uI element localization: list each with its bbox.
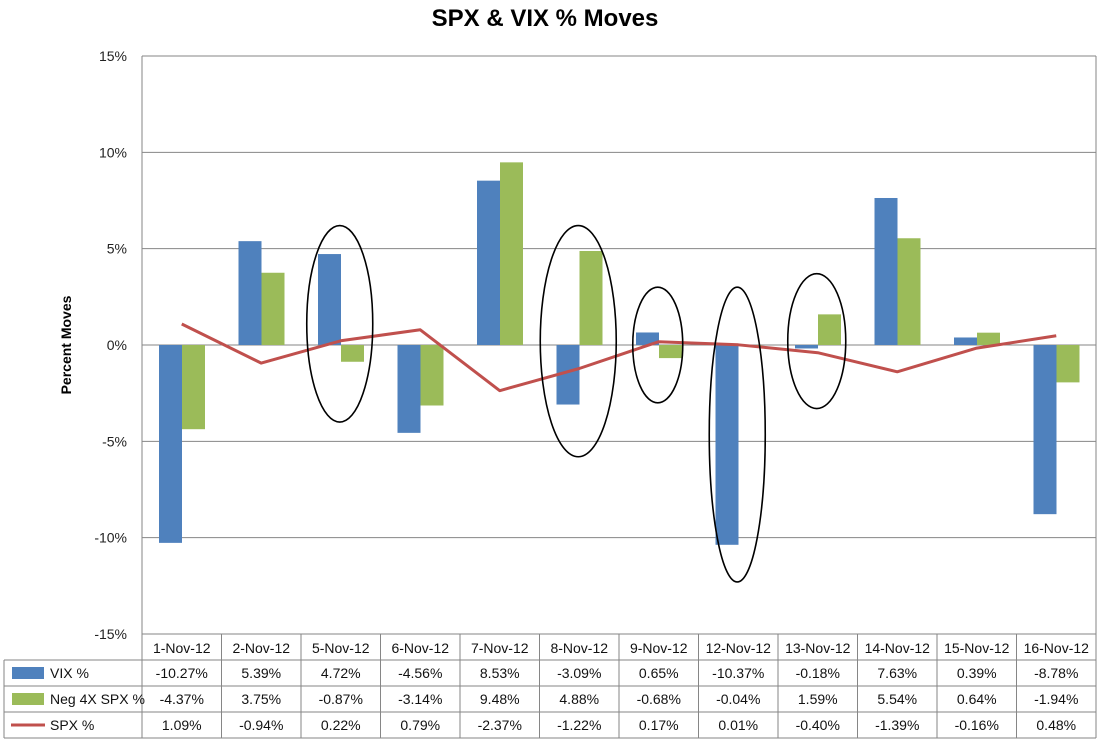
gridlines bbox=[141, 55, 1097, 635]
data-label: 5.39% bbox=[241, 665, 281, 681]
bar-vix- bbox=[159, 345, 182, 543]
data-table: 1-Nov-12 2-Nov-12 5-Nov-12 6-Nov-12 7-Nov-12… bbox=[3, 633, 1097, 739]
bar-neg-4x-spx- bbox=[500, 162, 523, 345]
data-label: 0.48% bbox=[1036, 717, 1076, 733]
y-axis-title: Percent Moves bbox=[58, 295, 74, 394]
data-label: -3.14% bbox=[398, 691, 442, 707]
x-tick-label: 9-Nov-12 bbox=[630, 640, 688, 656]
bar-vix- bbox=[556, 345, 580, 405]
data-label: -0.04% bbox=[716, 691, 760, 707]
x-tick-label: 8-Nov-12 bbox=[550, 640, 608, 656]
bar-neg-4x-spx- bbox=[897, 238, 921, 345]
x-tick-label: 1-Nov-12 bbox=[153, 640, 211, 656]
data-label: -0.16% bbox=[955, 717, 999, 733]
data-label: 0.64% bbox=[957, 691, 997, 707]
x-tick-label: 6-Nov-12 bbox=[391, 640, 449, 656]
bar-neg-4x-spx- bbox=[420, 345, 444, 406]
bar-vix- bbox=[636, 332, 659, 345]
x-tick-label: 15-Nov-12 bbox=[944, 640, 1010, 656]
y-tick-label: 0% bbox=[107, 337, 127, 353]
bar-neg-4x-spx- bbox=[659, 345, 682, 359]
data-label: -10.27% bbox=[156, 665, 208, 681]
x-tick-label: 14-Nov-12 bbox=[865, 640, 931, 656]
x-tick-label: 5-Nov-12 bbox=[312, 640, 370, 656]
data-label: 4.72% bbox=[321, 665, 361, 681]
bar-vix- bbox=[238, 241, 262, 345]
data-label: -0.94% bbox=[239, 717, 283, 733]
bar-vix- bbox=[1033, 345, 1057, 515]
legend-key bbox=[12, 693, 44, 705]
x-tick-label: 16-Nov-12 bbox=[1024, 640, 1090, 656]
highlight-ellipse bbox=[708, 286, 767, 583]
y-tick-label: -10% bbox=[94, 530, 127, 546]
data-label: -1.22% bbox=[557, 717, 601, 733]
data-label: -8.78% bbox=[1034, 665, 1078, 681]
data-label: 4.88% bbox=[559, 691, 599, 707]
bar-neg-4x-spx- bbox=[818, 314, 841, 345]
x-tick-label: 7-Nov-12 bbox=[471, 640, 529, 656]
x-tick-label: 13-Nov-12 bbox=[785, 640, 851, 656]
y-tick-label: 15% bbox=[99, 48, 127, 64]
y-tick-label: 5% bbox=[107, 241, 127, 257]
legend-label: Neg 4X SPX % bbox=[50, 691, 145, 707]
data-label: 1.59% bbox=[798, 691, 838, 707]
highlight-ellipses bbox=[305, 224, 847, 583]
bar-vix- bbox=[795, 345, 818, 349]
bar-neg-4x-spx- bbox=[977, 332, 1000, 345]
data-label: -0.68% bbox=[637, 691, 681, 707]
bar-neg-4x-spx- bbox=[341, 345, 364, 362]
bar-vix- bbox=[397, 345, 421, 433]
data-label: 3.75% bbox=[241, 691, 281, 707]
bar-neg-4x-spx- bbox=[1056, 345, 1080, 383]
bar-neg-4x-spx- bbox=[579, 250, 603, 345]
data-label: -1.39% bbox=[875, 717, 919, 733]
legend-label: VIX % bbox=[50, 665, 89, 681]
bar-vix- bbox=[715, 345, 739, 545]
data-label: 8.53% bbox=[480, 665, 520, 681]
bar-neg-4x-spx- bbox=[261, 272, 285, 345]
data-label: 9.48% bbox=[480, 691, 520, 707]
y-tick-label: 10% bbox=[99, 144, 127, 160]
bar-neg-4x-spx- bbox=[182, 345, 205, 430]
data-label: -2.37% bbox=[478, 717, 522, 733]
bar-vix- bbox=[954, 337, 977, 345]
data-label: 0.39% bbox=[957, 665, 997, 681]
highlight-ellipse bbox=[305, 224, 374, 423]
data-label: -1.94% bbox=[1034, 691, 1078, 707]
bar-vix- bbox=[874, 197, 898, 345]
data-label: -3.09% bbox=[557, 665, 601, 681]
data-label: 0.65% bbox=[639, 665, 679, 681]
x-tick-label: 2-Nov-12 bbox=[232, 640, 290, 656]
line-spx bbox=[181, 322, 1057, 393]
x-tick-label: 12-Nov-12 bbox=[706, 640, 772, 656]
bar-series bbox=[159, 162, 1080, 545]
bar-vix- bbox=[318, 254, 341, 345]
data-label: 0.01% bbox=[718, 717, 758, 733]
legend-label: SPX % bbox=[50, 717, 94, 733]
data-label: -4.37% bbox=[160, 691, 204, 707]
data-label: 5.54% bbox=[877, 691, 917, 707]
data-label: -0.18% bbox=[796, 665, 840, 681]
line-series bbox=[181, 322, 1057, 393]
bar-vix- bbox=[477, 180, 500, 345]
data-label: 7.63% bbox=[877, 665, 917, 681]
y-axis-ticks: 15% 10% 5% 0% -5% -10% -15% bbox=[94, 48, 127, 642]
data-label: 0.17% bbox=[639, 717, 679, 733]
y-tick-label: -15% bbox=[94, 626, 127, 642]
data-label: 0.22% bbox=[321, 717, 361, 733]
highlight-ellipse bbox=[786, 272, 847, 410]
data-label: -0.40% bbox=[796, 717, 840, 733]
data-label: -0.87% bbox=[319, 691, 363, 707]
chart-title: SPX & VIX % Moves bbox=[432, 5, 659, 32]
highlight-ellipse bbox=[631, 286, 684, 404]
legend-key bbox=[12, 667, 44, 679]
data-label: 0.79% bbox=[400, 717, 440, 733]
data-label: 1.09% bbox=[162, 717, 202, 733]
data-label: -10.37% bbox=[712, 665, 764, 681]
highlight-ellipse bbox=[539, 224, 618, 458]
data-label: -4.56% bbox=[398, 665, 442, 681]
y-tick-label: -5% bbox=[102, 433, 127, 449]
